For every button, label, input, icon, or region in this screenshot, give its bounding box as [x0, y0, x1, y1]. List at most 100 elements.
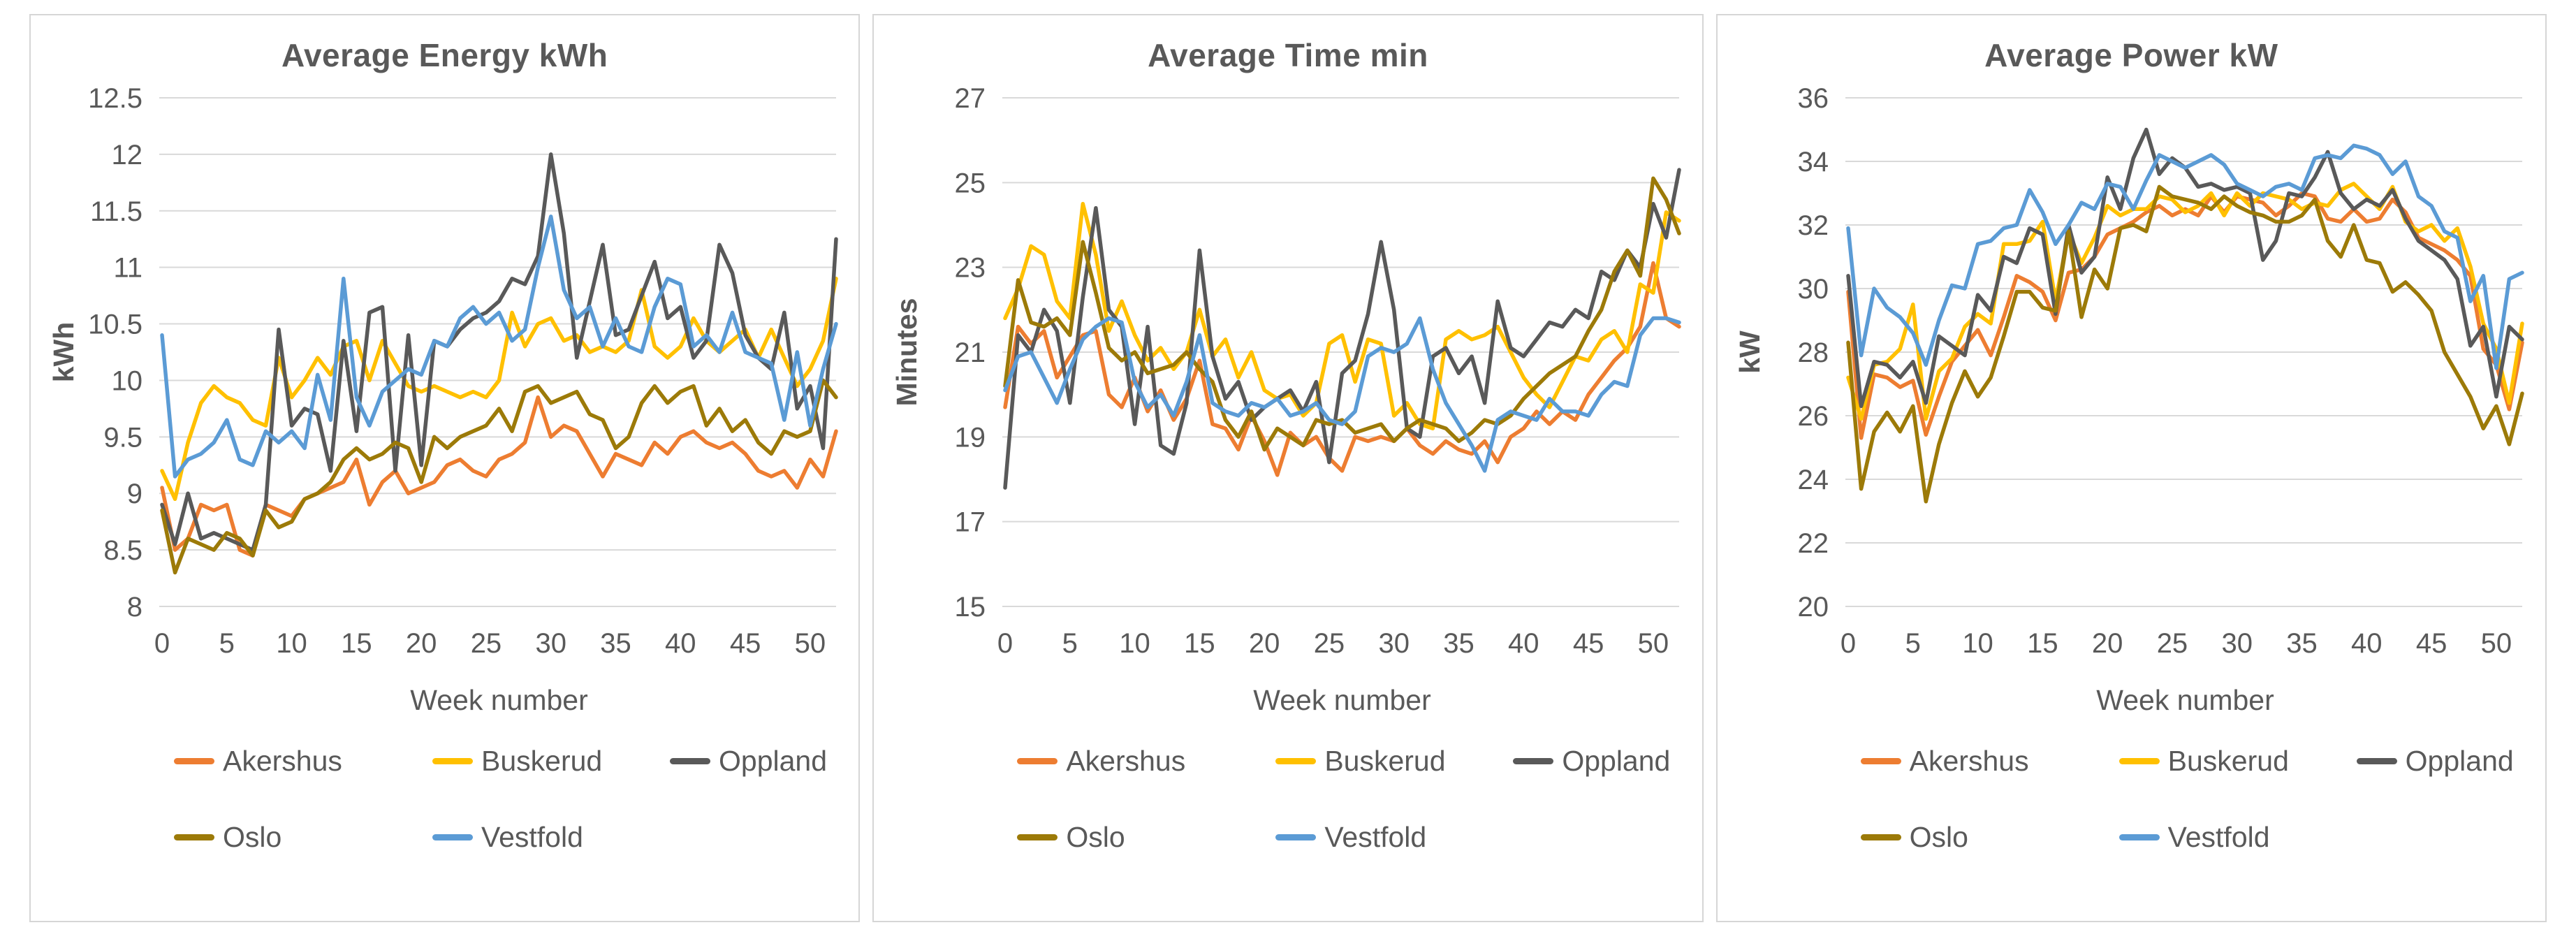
svg-text:25: 25 — [470, 628, 502, 659]
svg-text:50: 50 — [794, 628, 826, 659]
svg-text:27: 27 — [954, 83, 986, 114]
chart-title-time: Average Time min — [1148, 37, 1428, 73]
legend-label: Oslo — [1066, 821, 1125, 853]
vestfold-line-swatch — [1275, 834, 1317, 840]
legend-item-oslo: Oslo — [1860, 821, 2119, 854]
svg-text:11.5: 11.5 — [90, 196, 142, 227]
svg-text:45: 45 — [2416, 628, 2447, 659]
legend-time: Akershus Buskerud Oppland Oslo Vestfold — [874, 741, 1702, 854]
svg-text:9.5: 9.5 — [103, 422, 142, 453]
svg-text:17: 17 — [954, 507, 986, 538]
svg-text:0: 0 — [1840, 628, 1856, 659]
svg-text:9: 9 — [126, 479, 142, 509]
chart-panel-energy: Average Energy kWh 8 8.5 9 9.5 10 10.5 11 11.5 1… — [29, 14, 861, 922]
svg-text:23: 23 — [954, 253, 986, 284]
vestfold-line-swatch — [432, 834, 473, 840]
svg-text:45: 45 — [1573, 628, 1604, 659]
legend-label: Oslo — [223, 821, 282, 853]
legend-label: Akershus — [223, 745, 342, 777]
svg-text:8: 8 — [126, 592, 142, 623]
legend-item-vestfold: Vestfold — [2118, 821, 2357, 854]
svg-text:30: 30 — [2222, 628, 2253, 659]
svg-text:26: 26 — [1798, 401, 1829, 432]
legend-item-buskerud: Buskerud — [2118, 745, 2357, 778]
svg-text:20: 20 — [1798, 592, 1829, 623]
svg-text:12.5: 12.5 — [88, 83, 142, 114]
oslo-line-swatch — [1860, 834, 1901, 840]
svg-text:10: 10 — [1963, 628, 1994, 659]
legend-label: Oppland — [2405, 745, 2514, 777]
svg-text:25: 25 — [2157, 628, 2188, 659]
svg-text:28: 28 — [1798, 337, 1829, 368]
legend-item-oslo: Oslo — [1017, 821, 1275, 854]
legend-item-oppland: Oppland — [1513, 745, 1702, 778]
svg-text:45: 45 — [730, 628, 761, 659]
svg-text:11: 11 — [113, 253, 142, 284]
svg-text:Minutes: Minutes — [891, 298, 923, 407]
power-line-chart: 20 22 24 26 28 30 32 34 36 0 5 10 15 20 25 30 35 40 45 50 We… — [1734, 83, 2525, 716]
legend-label: Buskerud — [481, 745, 603, 777]
svg-text:22: 22 — [1798, 528, 1829, 559]
akershus-line-swatch — [174, 758, 214, 764]
svg-text:5: 5 — [1062, 628, 1078, 659]
vestfold-line-swatch — [2118, 834, 2160, 840]
svg-text:20: 20 — [406, 628, 437, 659]
svg-text:34: 34 — [1798, 147, 1829, 177]
svg-text:36: 36 — [1798, 83, 1829, 114]
svg-text:21: 21 — [954, 337, 986, 368]
svg-text:15: 15 — [341, 628, 372, 659]
energy-line-chart: 8 8.5 9 9.5 10 10.5 11 11.5 12 12.5 0 5 10 15 20 25 30 35… — [47, 83, 838, 716]
oppland-line-swatch — [1513, 758, 1554, 764]
svg-text:20: 20 — [1249, 628, 1280, 659]
svg-text:25: 25 — [954, 168, 986, 198]
chart-title-power: Average Power kW — [1984, 37, 2278, 73]
svg-text:19: 19 — [954, 422, 986, 453]
legend-label: Vestfold — [2167, 821, 2270, 853]
legend-label: Buskerud — [2167, 745, 2289, 777]
legend-item-oppland: Oppland — [670, 745, 858, 778]
svg-text:8.5: 8.5 — [103, 535, 142, 566]
legend-item-buskerud: Buskerud — [432, 745, 670, 778]
svg-text:5: 5 — [219, 628, 234, 659]
svg-text:15: 15 — [2027, 628, 2058, 659]
legend-label: Akershus — [1066, 745, 1186, 777]
legend-label: Vestfold — [1324, 821, 1427, 853]
svg-text:5: 5 — [1905, 628, 1921, 659]
svg-text:30: 30 — [1798, 274, 1829, 305]
legend-energy: Akershus Buskerud Oppland Oslo Vestfold — [31, 741, 858, 854]
svg-text:15: 15 — [1184, 628, 1215, 659]
buskerud-line-swatch — [2118, 758, 2160, 764]
svg-text:35: 35 — [600, 628, 631, 659]
svg-text:40: 40 — [2351, 628, 2383, 659]
legend-item-akershus: Akershus — [1860, 745, 2119, 778]
svg-text:Week number: Week number — [2097, 684, 2274, 716]
svg-text:15: 15 — [954, 592, 986, 623]
legend-item-oslo: Oslo — [174, 821, 432, 854]
svg-text:kWh: kWh — [47, 322, 80, 383]
svg-text:Week number: Week number — [410, 684, 587, 716]
legend-item-buskerud: Buskerud — [1275, 745, 1513, 778]
legend-item-vestfold: Vestfold — [1275, 821, 1513, 854]
legend-label: Vestfold — [481, 821, 583, 853]
svg-text:50: 50 — [1638, 628, 1669, 659]
legend-power: Akershus Buskerud Oppland Oslo Vestfold — [1718, 741, 2545, 854]
svg-text:10.5: 10.5 — [88, 310, 142, 340]
buskerud-line-swatch — [1275, 758, 1317, 764]
time-line-chart: 15 17 19 21 23 25 27 0 5 10 15 20 25 30 35 40 45 50 Week n… — [891, 83, 1681, 716]
chart-panel-time: Average Time min 15 17 19 21 23 25 27 0 5 10 15 20 2… — [872, 14, 1704, 922]
svg-text:10: 10 — [111, 365, 142, 396]
svg-text:10: 10 — [276, 628, 307, 659]
svg-text:0: 0 — [997, 628, 1013, 659]
svg-text:kW: kW — [1734, 330, 1766, 374]
akershus-line-swatch — [1017, 758, 1058, 764]
svg-text:20: 20 — [2092, 628, 2123, 659]
svg-text:10: 10 — [1119, 628, 1150, 659]
svg-text:40: 40 — [1508, 628, 1539, 659]
akershus-line-swatch — [1860, 758, 1901, 764]
svg-text:35: 35 — [2287, 628, 2318, 659]
oslo-line-swatch — [174, 834, 214, 840]
svg-text:24: 24 — [1798, 465, 1829, 495]
svg-text:30: 30 — [1378, 628, 1410, 659]
chart-title-energy: Average Energy kWh — [281, 37, 608, 73]
